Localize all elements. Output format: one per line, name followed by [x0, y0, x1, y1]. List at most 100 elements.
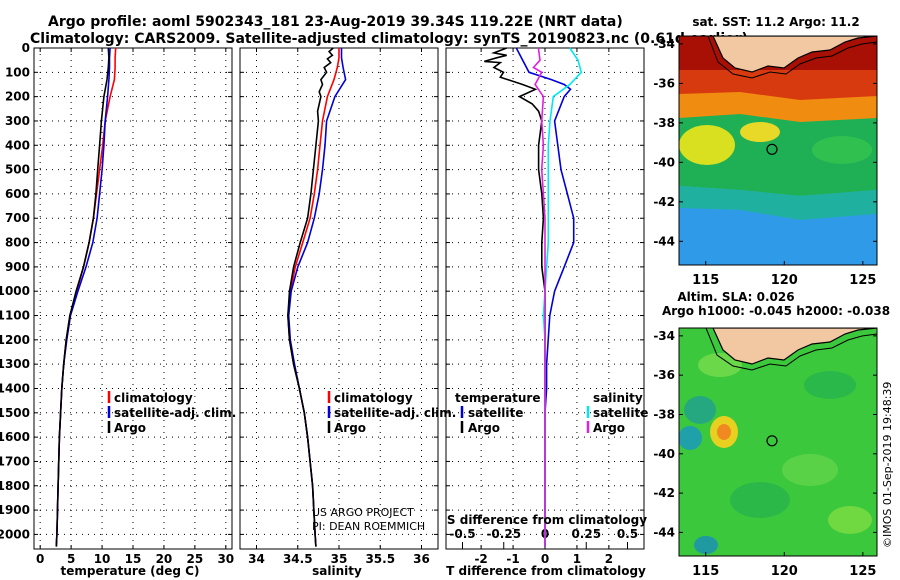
sla-patch	[804, 371, 856, 399]
temperature-axis-label: temperature (deg C)	[61, 564, 200, 578]
map-x-tick-label: 115	[692, 273, 719, 288]
sla-low-anomaly	[679, 426, 702, 450]
legend-argo-label: Argo	[334, 421, 366, 435]
x-tick-label: 2	[605, 552, 613, 566]
shelf-contour	[707, 36, 877, 79]
series-climatology	[55, 47, 117, 547]
legend-climatology-label: climatology	[334, 391, 413, 405]
depth-tick-label: 1800	[0, 479, 30, 493]
australia-land	[712, 328, 877, 365]
sla-low-anomaly-2	[694, 536, 718, 554]
argo-float-marker	[766, 435, 778, 447]
depth-tick-label: 400	[5, 138, 30, 152]
sst-yellow-patch-2	[740, 122, 780, 142]
series-satellite-adj-clim-	[287, 48, 347, 547]
depth-tick-label: 0	[22, 41, 30, 55]
shelf-contour	[705, 328, 877, 371]
temperature-panel-frame	[33, 47, 233, 550]
map-y-tick-label: -40	[653, 155, 675, 169]
sst-yellow-patch	[679, 125, 735, 165]
depth-tick-label: 1200	[0, 333, 30, 347]
figure-title-line1: Argo profile: aoml 5902343_181 23-Aug-20…	[48, 14, 623, 30]
figure-title-line2: Climatology: CARS2009. Satellite-adjuste…	[30, 31, 748, 47]
x-tick-label: 15	[125, 552, 142, 566]
x-tick-label: 0	[36, 552, 44, 566]
sla-map-image	[679, 328, 877, 556]
sla-high-anomaly-core	[717, 424, 731, 440]
depth-tick-label: 2000	[0, 527, 30, 541]
depth-tick-label: 800	[5, 236, 30, 250]
map-y-tick-label: -42	[653, 195, 675, 209]
legend-t-satellite-label: satellite	[468, 406, 523, 420]
imos-timestamp: ©IMOS 01-Sep-2019 19:48:39	[881, 382, 894, 548]
depth-tick-label: 600	[5, 187, 30, 201]
map-y-tick-label: -38	[653, 407, 675, 421]
t-difference-axis-label: T difference from climatology	[446, 564, 646, 578]
sst-band-blue	[679, 208, 877, 265]
x-tick-label: 30	[217, 552, 234, 566]
series-climatology	[287, 48, 340, 547]
sst-map-image	[679, 36, 877, 265]
temperature-legend: climatology satellite-adj. clim. Argo	[107, 391, 236, 435]
legend-argo-label: Argo	[114, 421, 146, 435]
sst-map-frame	[678, 35, 878, 266]
sla-patch	[828, 506, 872, 534]
depth-tick-label: 700	[5, 211, 30, 225]
map-axes: 115 120 125 -34 -36 -38 -40 -42 -44 115 120 125 -34 -…	[653, 37, 877, 579]
legend-satellite-label: satellite-adj. clim.	[114, 406, 236, 420]
australia-land	[712, 36, 877, 73]
map-y-tick-label: -40	[653, 447, 675, 461]
depth-tick-label: 100	[5, 65, 30, 79]
map-x-tick-label: 125	[849, 273, 876, 288]
map-x-tick-label: 120	[771, 273, 798, 288]
x-tick-label: 0	[541, 552, 549, 566]
depth-tick-label: 1900	[0, 503, 30, 517]
x-tick-label: 1	[573, 552, 581, 566]
x-tick-label: 36	[413, 552, 430, 566]
map-y-tick-label: -34	[653, 329, 675, 343]
legend-s-argo-label: Argo	[593, 421, 625, 435]
map-y-tick-label: -34	[653, 37, 675, 51]
sla-map-title: Altim. SLA: 0.026	[677, 290, 794, 304]
x-tick-label: 34.5	[283, 552, 313, 566]
sla-map-frame	[678, 327, 878, 557]
legend-t-argo-label: Argo	[468, 421, 500, 435]
legend-s-satellite-label: satellite	[593, 406, 648, 420]
map-y-tick-label: -36	[653, 76, 675, 90]
depth-tick-label: 1400	[0, 381, 30, 395]
series-argo	[55, 47, 110, 547]
x2-tick-label: 0.5	[617, 527, 638, 541]
salinity-legend: climatology satellite-adj. clim. Argo	[327, 391, 456, 435]
x-axes: 0 5 10 15 20 25 30 34 34.5 35 35.5 36 -2 -1 0 1 2 -0.5 -0.…	[36, 48, 638, 566]
sla-patch	[782, 454, 838, 486]
credit-line2: PI: DEAN ROEMMICH	[312, 520, 425, 533]
x-tick-label: 5	[67, 552, 75, 566]
sla-map: Altim. SLA: 0.026 Argo h1000: -0.045 h20…	[662, 290, 890, 557]
depth-tick-label: 200	[5, 90, 30, 104]
legend-salinity-title: salinity	[593, 391, 643, 405]
map-y-tick-label: -42	[653, 486, 675, 500]
map-x-tick-label: 120	[771, 564, 798, 579]
sla-patch	[698, 353, 742, 377]
map-y-tick-label: -36	[653, 368, 675, 382]
salinity-axis-label: salinity	[312, 564, 362, 578]
sst-map: sat. SST: 11.2 Argo: 11.2	[678, 15, 878, 266]
sla-map-subtitle: Argo h1000: -0.045 h2000: -0.038	[662, 304, 890, 318]
depth-tick-label: 1000	[0, 284, 30, 298]
salinity-panel-frame	[239, 47, 439, 550]
legend-temperature-title: temperature	[455, 391, 540, 405]
profile-lines	[55, 47, 583, 547]
depth-tick-label: 1600	[0, 430, 30, 444]
depth-axis: 0 100 200 300 400 500 600 700 800 900 1000 1100 1200…	[0, 41, 644, 541]
depth-tick-label: 500	[5, 163, 30, 177]
legend-climatology-label: climatology	[114, 391, 193, 405]
x-tick-label: -2	[474, 552, 487, 566]
credit-line1: US ARGO PROJECT	[312, 506, 414, 519]
map-y-tick-label: -44	[653, 525, 675, 539]
depth-tick-label: 1500	[0, 406, 30, 420]
s-difference-axis-label: S difference from climatology	[447, 513, 647, 527]
series-s-argo	[532, 47, 546, 547]
map-y-tick-label: -38	[653, 116, 675, 130]
x2-tick-label: 0.25	[571, 527, 601, 541]
map-x-tick-label: 125	[849, 564, 876, 579]
